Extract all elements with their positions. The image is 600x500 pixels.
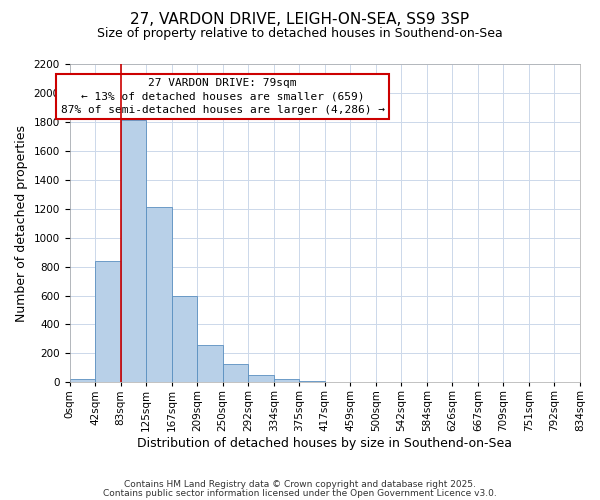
Bar — [197, 346, 223, 383]
Bar — [95, 261, 121, 382]
Bar — [172, 296, 197, 382]
Bar — [274, 379, 299, 382]
Text: 27 VARDON DRIVE: 79sqm
← 13% of detached houses are smaller (659)
87% of semi-de: 27 VARDON DRIVE: 79sqm ← 13% of detached… — [61, 78, 385, 114]
Y-axis label: Number of detached properties: Number of detached properties — [15, 124, 28, 322]
Bar — [70, 379, 95, 382]
Text: Contains public sector information licensed under the Open Government Licence v3: Contains public sector information licen… — [103, 489, 497, 498]
Bar — [248, 375, 274, 382]
Bar — [121, 120, 146, 382]
X-axis label: Distribution of detached houses by size in Southend-on-Sea: Distribution of detached houses by size … — [137, 437, 512, 450]
Bar — [299, 381, 325, 382]
Bar — [146, 208, 172, 382]
Text: 27, VARDON DRIVE, LEIGH-ON-SEA, SS9 3SP: 27, VARDON DRIVE, LEIGH-ON-SEA, SS9 3SP — [130, 12, 470, 28]
Text: Size of property relative to detached houses in Southend-on-Sea: Size of property relative to detached ho… — [97, 28, 503, 40]
Text: Contains HM Land Registry data © Crown copyright and database right 2025.: Contains HM Land Registry data © Crown c… — [124, 480, 476, 489]
Bar — [223, 364, 248, 382]
